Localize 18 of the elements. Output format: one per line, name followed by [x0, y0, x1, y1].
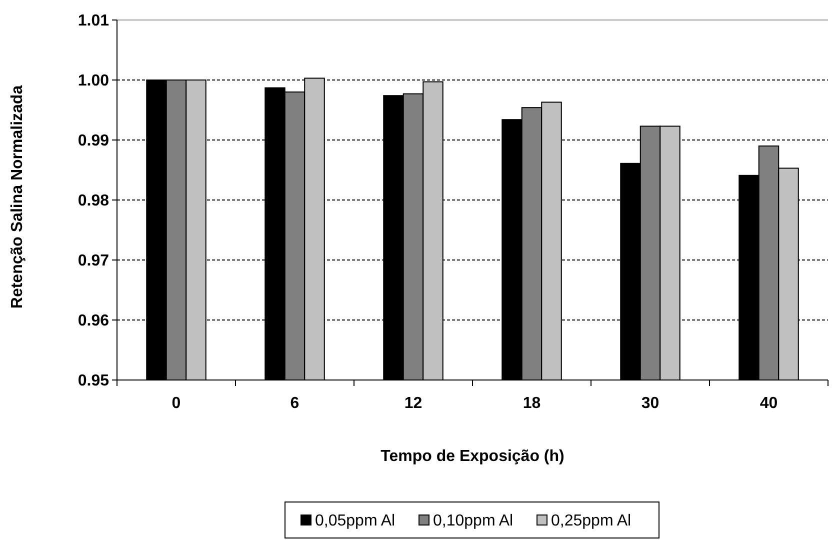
y-tick-label: 0.95 — [78, 372, 110, 390]
y-tick-label: 0.97 — [78, 252, 110, 270]
x-tick-label: 0 — [172, 395, 181, 412]
x-tick-label: 12 — [404, 395, 422, 412]
x-tick-label: 18 — [522, 395, 541, 412]
y-tick-label: 1.00 — [78, 72, 110, 90]
y-tick-label: 0.96 — [78, 312, 110, 330]
y-axis-title: Retenção Salina Normalizada — [9, 85, 26, 309]
x-tick-label: 30 — [641, 395, 660, 412]
x-tick-label: 40 — [760, 395, 778, 412]
y-tick-label: 1.01 — [78, 12, 110, 30]
legend-label: 0,05ppm Al — [315, 512, 396, 530]
x-tick-label: 6 — [290, 395, 300, 412]
legend-label: 0,10ppm Al — [433, 512, 514, 530]
y-tick-label: 0.99 — [78, 132, 110, 150]
legend-label: 0,25ppm Al — [551, 512, 632, 530]
y-tick-label: 0.98 — [78, 192, 110, 210]
x-axis-title: Tempo de Exposição (h) — [380, 448, 564, 465]
